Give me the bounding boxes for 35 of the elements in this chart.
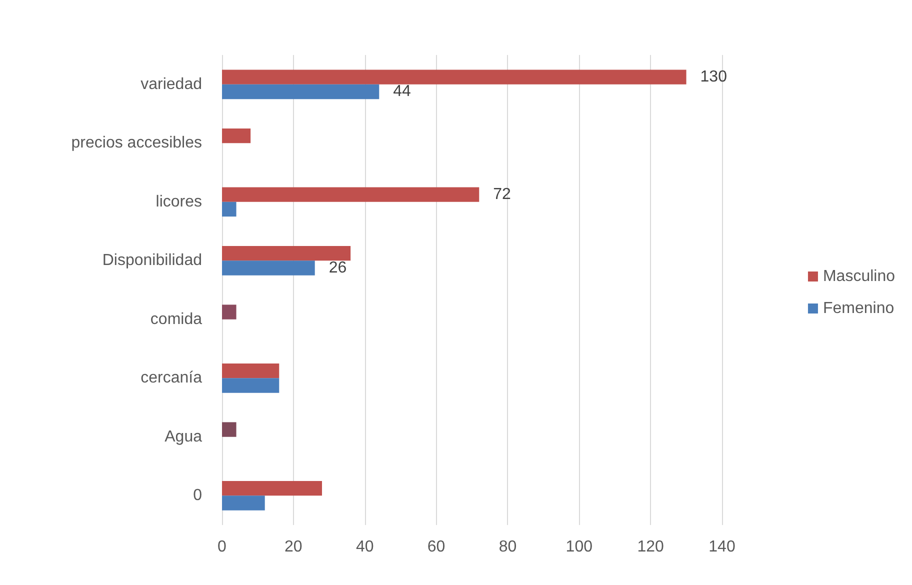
- x-tick-label: 120: [637, 538, 664, 556]
- x-tick-label: 60: [427, 538, 446, 556]
- y-tick-label: Agua: [164, 428, 202, 446]
- y-tick-label: licores: [156, 193, 202, 210]
- x-tick-label: 20: [284, 538, 302, 556]
- x-tick-label: 0: [218, 538, 227, 556]
- data-label: 72: [493, 186, 512, 204]
- bar: [222, 70, 686, 84]
- data-label: 26: [328, 259, 347, 276]
- bar: [222, 246, 351, 261]
- bar: [222, 378, 280, 393]
- bar: [222, 202, 236, 217]
- legend-label: Masculino: [822, 268, 896, 285]
- y-tick-label: comida: [150, 310, 202, 328]
- data-label: 130: [700, 68, 728, 86]
- x-tick-label: 40: [356, 538, 374, 556]
- bar: [222, 304, 236, 320]
- bar: [222, 84, 380, 100]
- data-label: 44: [393, 83, 412, 100]
- bar: [222, 187, 480, 202]
- y-tick-label: cercanía: [140, 370, 202, 387]
- bar: [222, 260, 315, 276]
- y-tick-label: Disponibilidad: [102, 252, 202, 270]
- x-tick-label: 140: [708, 538, 736, 556]
- y-tick-label: variedad: [140, 76, 202, 93]
- bar: [222, 496, 265, 510]
- bar: [222, 480, 322, 496]
- y-tick-label: 0: [193, 487, 202, 504]
- y-tick-label: precios accesibles: [71, 134, 202, 152]
- x-tick-label: 80: [498, 538, 517, 556]
- legend-label: Femenino: [822, 300, 894, 317]
- x-tick-label: 100: [566, 538, 593, 556]
- bar: [222, 128, 251, 144]
- bar: [222, 363, 280, 378]
- bar: [222, 422, 236, 437]
